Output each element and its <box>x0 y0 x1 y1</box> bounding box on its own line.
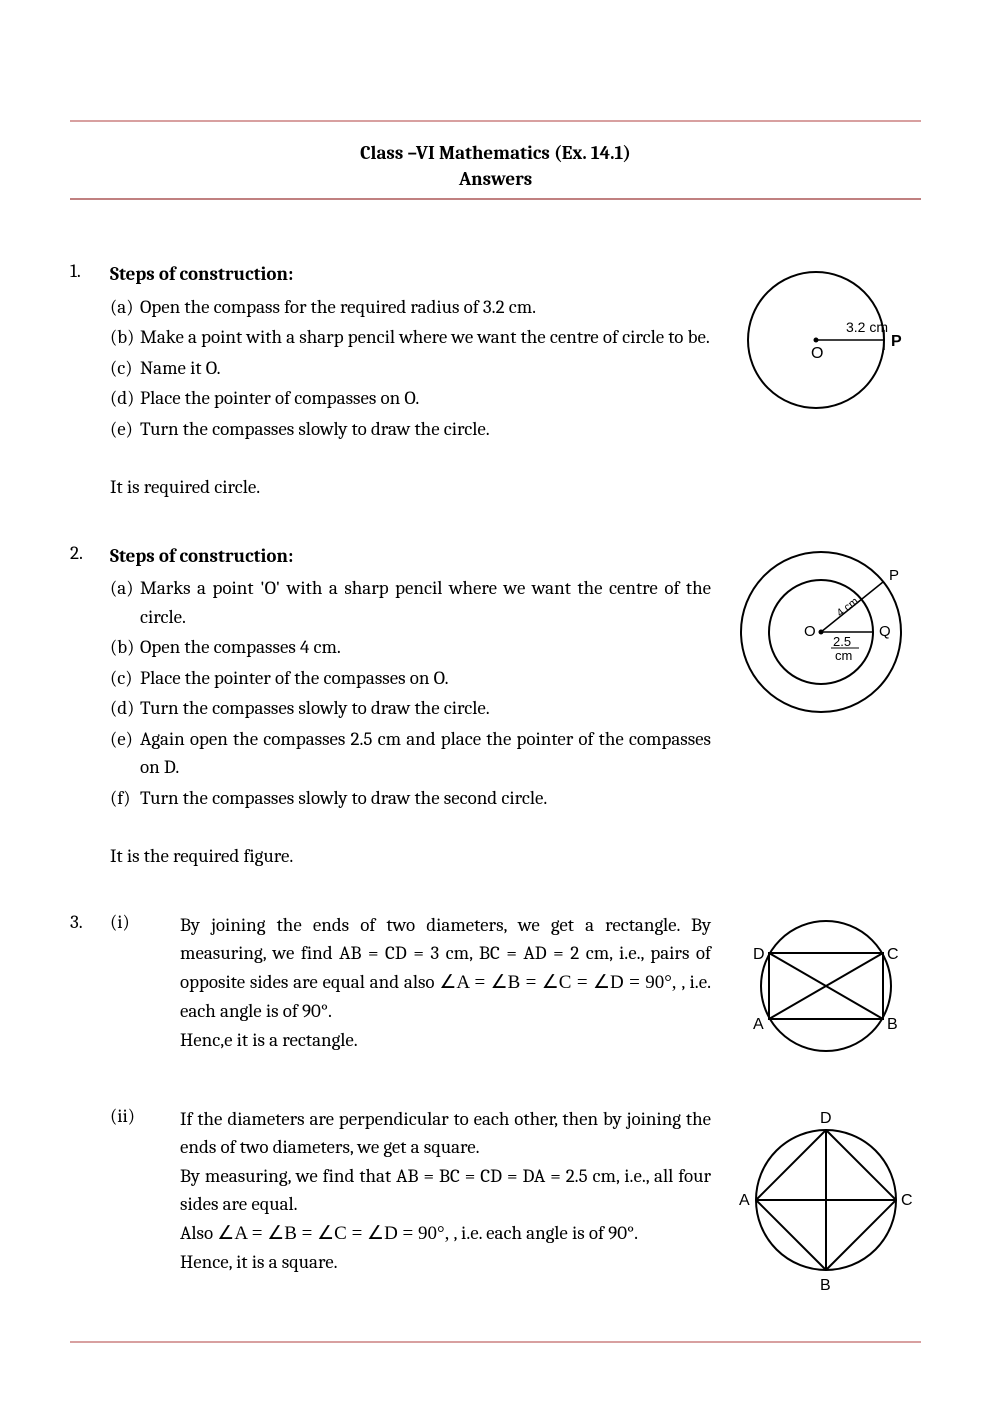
svg-text:O: O <box>811 345 823 362</box>
svg-text:3.2 cm: 3.2 cm <box>846 319 888 335</box>
svg-text:B: B <box>887 1016 898 1033</box>
q1-conclusion: It is required circle. <box>110 473 711 502</box>
svg-text:A: A <box>753 1016 764 1033</box>
q2-concentric-circles-diagram: O Q P 4 cm 2.5 cm <box>731 542 921 722</box>
q1-number: 1. <box>70 260 110 502</box>
q1-step-c: (c)Name it O. <box>110 354 711 383</box>
bottom-divider <box>70 1341 921 1343</box>
q2-step-c: (c)Place the pointer of the compasses on… <box>110 664 711 693</box>
q1-step-a: (a)Open the compass for the required rad… <box>110 293 711 322</box>
q2-conclusion: It is the required figure. <box>110 842 711 871</box>
q3-part-ii: (ii) If the diameters are perpendicular … <box>110 1105 921 1299</box>
q3-part-i: (i) By joining the ends of two diameters… <box>110 911 921 1065</box>
svg-text:O: O <box>804 623 816 640</box>
svg-text:C: C <box>887 946 899 963</box>
q2-step-b: (b)Open the compasses 4 cm. <box>110 633 711 662</box>
top-divider <box>70 120 921 122</box>
svg-text:D: D <box>820 1110 832 1127</box>
svg-text:P: P <box>891 333 902 350</box>
svg-text:D: D <box>753 946 765 963</box>
q1-step-b: (b)Make a point with a sharp pencil wher… <box>110 323 711 352</box>
svg-text:B: B <box>820 1277 831 1294</box>
svg-text:Q: Q <box>879 623 891 640</box>
q1-title: Steps of construction: <box>110 260 711 289</box>
q1-circle-diagram: 3.2 cm O P <box>731 260 911 420</box>
svg-text:A: A <box>739 1192 750 1209</box>
page-subtitle: Answers <box>70 168 921 200</box>
question-3: 3. (i) By joining the ends of two diamet… <box>70 911 921 1299</box>
q3i-text: By joining the ends of two diameters, we… <box>180 911 711 1065</box>
q3-number: 3. <box>70 911 110 1299</box>
svg-text:C: C <box>901 1192 913 1209</box>
q2-step-f: (f)Turn the compasses slowly to draw the… <box>110 784 711 813</box>
q3i-rectangle-diagram: D C A B <box>731 911 921 1061</box>
svg-text:2.5: 2.5 <box>833 634 851 649</box>
q2-step-e: (e)Again open the compasses 2.5 cm and p… <box>110 725 711 782</box>
q1-step-d: (d)Place the pointer of compasses on O. <box>110 384 711 413</box>
q3ii-square-diagram: D C B A <box>731 1105 921 1295</box>
page-title: Class –VI Mathematics (Ex. 14.1) <box>70 142 921 164</box>
question-1: 1. Steps of construction: (a)Open the co… <box>70 260 921 502</box>
q2-step-a: (a)Marks a point 'O' with a sharp pencil… <box>110 574 711 631</box>
q2-title: Steps of construction: <box>110 542 711 571</box>
svg-text:4 cm: 4 cm <box>835 595 861 619</box>
q2-number: 2. <box>70 542 110 871</box>
q3ii-text: If the diameters are perpendicular to ea… <box>180 1105 711 1299</box>
q1-step-e: (e)Turn the compasses slowly to draw the… <box>110 415 711 444</box>
question-2: 2. Steps of construction: (a)Marks a poi… <box>70 542 921 871</box>
q2-step-d: (d)Turn the compasses slowly to draw the… <box>110 694 711 723</box>
svg-text:cm: cm <box>835 648 852 663</box>
svg-text:P: P <box>889 567 899 584</box>
